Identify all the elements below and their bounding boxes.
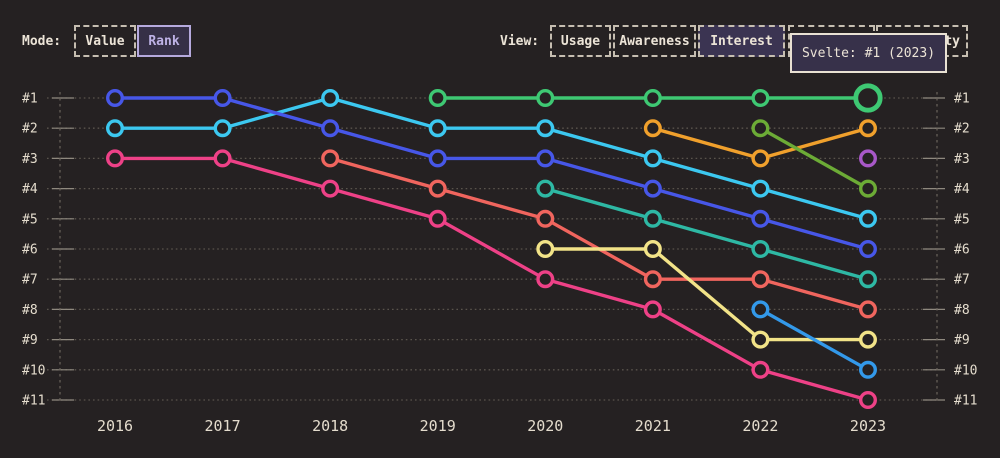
point-pink-2022[interactable] <box>751 360 770 379</box>
line-teal <box>543 186 870 281</box>
view-awareness-button[interactable]: Awareness <box>613 25 696 57</box>
point-svelte-green-2022[interactable] <box>751 88 770 107</box>
point-salmon-red-2023[interactable] <box>858 300 877 319</box>
point-svelte-green-2019[interactable] <box>428 88 447 107</box>
point-orange-2023[interactable] <box>858 119 877 138</box>
view-interest-button[interactable]: Interest <box>698 25 785 57</box>
point-pink-2019[interactable] <box>428 209 447 228</box>
rank-label-left-#9: #9 <box>22 333 38 348</box>
point-yellow-2022[interactable] <box>751 330 770 349</box>
line-olive-green <box>758 126 870 191</box>
point-cyan-2018[interactable] <box>321 88 340 107</box>
mode-value-button[interactable]: Value <box>74 25 136 57</box>
point-pink-2021[interactable] <box>643 300 662 319</box>
rank-label-right-#6: #6 <box>954 243 970 258</box>
rank-label-right-#3: #3 <box>954 152 970 167</box>
rank-label-left-#4: #4 <box>22 182 38 197</box>
rank-label-left-#1: #1 <box>22 92 38 107</box>
rank-label-left-#6: #6 <box>22 243 38 258</box>
x-axis-label-2017: 2017 <box>205 417 241 435</box>
point-yellow-2021[interactable] <box>643 239 662 258</box>
line-cyan <box>113 96 870 221</box>
point-olive-green-2022[interactable] <box>751 119 770 138</box>
rank-label-left-#8: #8 <box>22 303 38 318</box>
point-salmon-red-2022[interactable] <box>751 270 770 289</box>
view-usage-button[interactable]: Usage <box>550 25 611 57</box>
point-pink-2016[interactable] <box>105 149 124 168</box>
point-light-blue-2022[interactable] <box>751 300 770 319</box>
point-light-blue-2023[interactable] <box>858 360 877 379</box>
point-svelte-green-2021[interactable] <box>643 88 662 107</box>
point-cyan-2019[interactable] <box>428 119 447 138</box>
point-teal-2021[interactable] <box>643 209 662 228</box>
rank-label-left-#7: #7 <box>22 273 38 288</box>
point-cyan-2022[interactable] <box>751 179 770 198</box>
rank-label-right-#4: #4 <box>954 182 970 197</box>
point-salmon-red-2019[interactable] <box>428 179 447 198</box>
rank-label-right-#1: #1 <box>954 92 970 107</box>
rank-label-right-#9: #9 <box>954 333 970 348</box>
point-cyan-2023[interactable] <box>858 209 877 228</box>
rank-label-right-#8: #8 <box>954 303 970 318</box>
line-light-blue <box>758 307 870 372</box>
mode-rank-button[interactable]: Rank <box>137 25 191 57</box>
point-orange-2021[interactable] <box>643 119 662 138</box>
mode-label: Mode: <box>22 33 62 49</box>
point-pink-2023[interactable] <box>858 391 877 410</box>
point-pink-2020[interactable] <box>536 270 555 289</box>
point-purple-2023[interactable] <box>858 149 877 168</box>
x-axis-label-2023: 2023 <box>850 417 886 435</box>
x-axis-label-2020: 2020 <box>527 417 563 435</box>
point-cyan-2021[interactable] <box>643 149 662 168</box>
rank-label-left-#10: #10 <box>22 363 45 378</box>
point-blue-2020[interactable] <box>536 149 555 168</box>
point-yellow-2020[interactable] <box>536 239 555 258</box>
view-label: View: <box>500 33 540 49</box>
point-orange-2022[interactable] <box>751 149 770 168</box>
point-svelte-green-2023[interactable] <box>853 83 883 113</box>
point-blue-2022[interactable] <box>751 209 770 228</box>
x-axis-label-2019: 2019 <box>420 417 456 435</box>
rank-label-right-#11: #11 <box>954 394 977 409</box>
point-teal-2022[interactable] <box>751 239 770 258</box>
chart-tooltip: Svelte: #1 (2023) <box>790 33 947 73</box>
point-blue-2018[interactable] <box>321 119 340 138</box>
rank-label-right-#2: #2 <box>954 122 970 137</box>
x-axis-label-2018: 2018 <box>312 417 348 435</box>
x-axis-label-2016: 2016 <box>97 417 133 435</box>
point-pink-2018[interactable] <box>321 179 340 198</box>
point-blue-2023[interactable] <box>858 239 877 258</box>
point-salmon-red-2020[interactable] <box>536 209 555 228</box>
point-teal-2020[interactable] <box>536 179 555 198</box>
point-yellow-2023[interactable] <box>858 330 877 349</box>
rank-label-left-#5: #5 <box>22 212 38 227</box>
rank-label-right-#5: #5 <box>954 212 970 227</box>
rank-label-left-#11: #11 <box>22 394 45 409</box>
point-cyan-2020[interactable] <box>536 119 555 138</box>
rank-label-right-#7: #7 <box>954 273 970 288</box>
line-pink <box>113 156 870 402</box>
point-pink-2017[interactable] <box>213 149 232 168</box>
point-cyan-2017[interactable] <box>213 119 232 138</box>
rank-label-left-#2: #2 <box>22 122 38 137</box>
point-blue-2017[interactable] <box>213 88 232 107</box>
x-axis-label-2022: 2022 <box>742 417 778 435</box>
line-salmon-red <box>328 156 870 312</box>
line-blue <box>113 96 870 251</box>
point-blue-2016[interactable] <box>105 88 124 107</box>
point-olive-green-2023[interactable] <box>858 179 877 198</box>
x-axis-label-2021: 2021 <box>635 417 671 435</box>
point-salmon-red-2018[interactable] <box>321 149 340 168</box>
rank-label-right-#10: #10 <box>954 363 977 378</box>
point-blue-2019[interactable] <box>428 149 447 168</box>
point-salmon-red-2021[interactable] <box>643 270 662 289</box>
point-teal-2023[interactable] <box>858 270 877 289</box>
rank-label-left-#3: #3 <box>22 152 38 167</box>
point-cyan-2016[interactable] <box>105 119 124 138</box>
point-svelte-green-2020[interactable] <box>536 88 555 107</box>
point-blue-2021[interactable] <box>643 179 662 198</box>
